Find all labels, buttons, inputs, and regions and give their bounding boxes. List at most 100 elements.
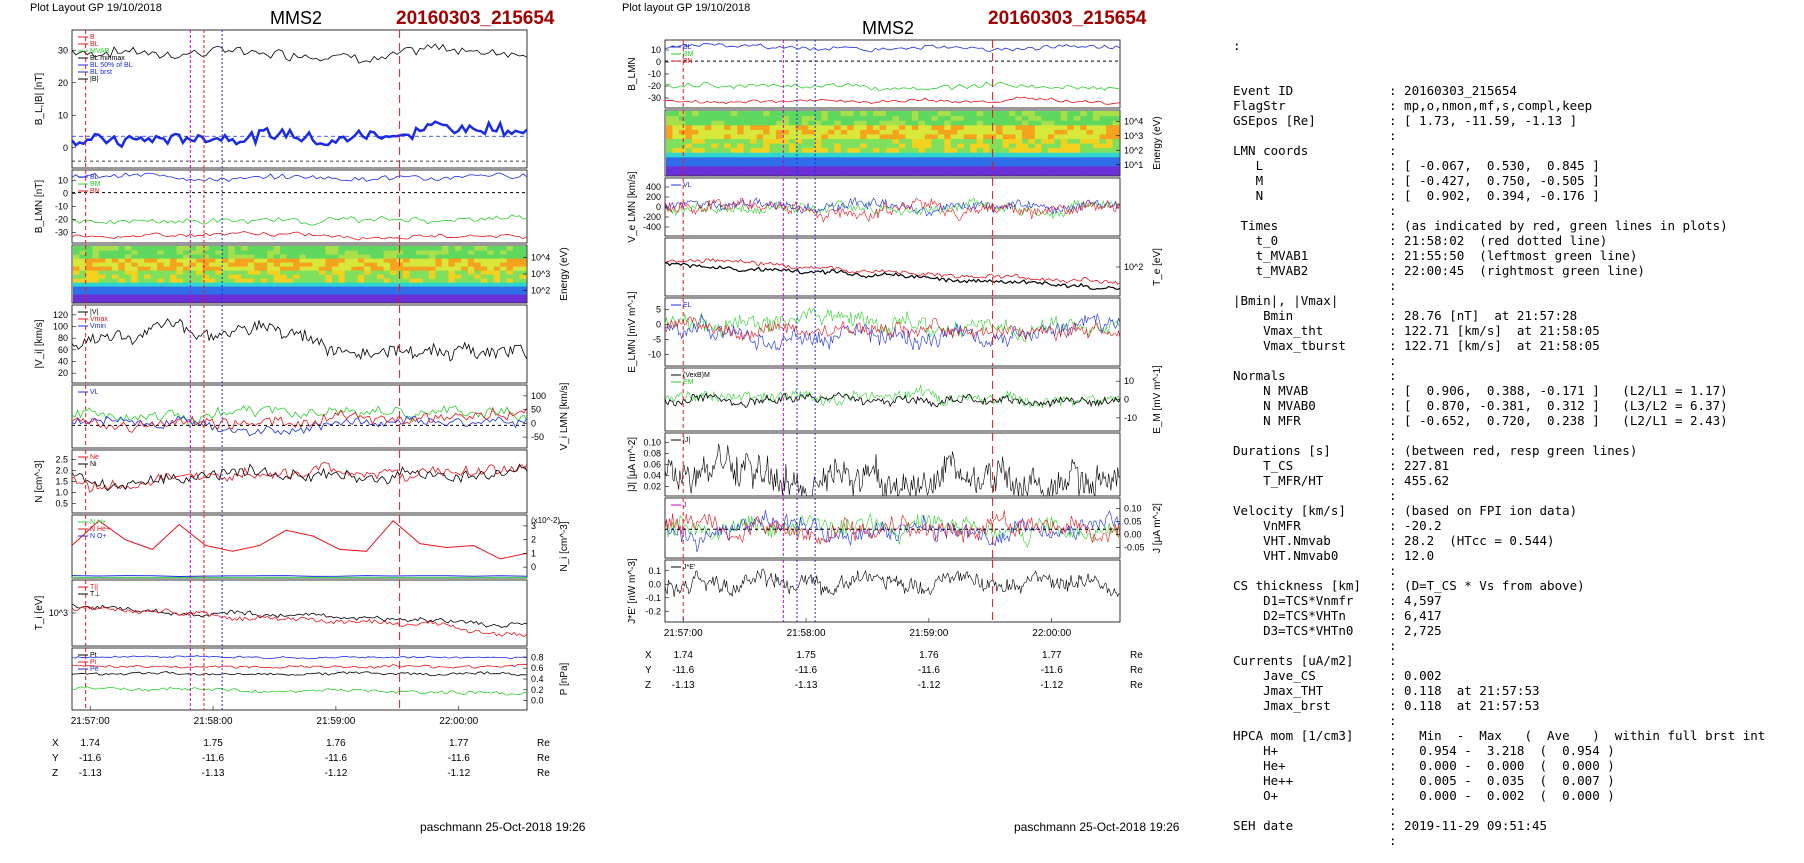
spectrogram-cell (879, 170, 887, 176)
info-key: Normals (1233, 368, 1286, 383)
spectrogram-cell (435, 250, 443, 255)
spectrogram-cell (892, 143, 900, 149)
spectrogram-cell (273, 262, 281, 267)
legend-label: J (683, 502, 687, 509)
spectrogram-cell (234, 246, 242, 251)
spectrogram-cell (685, 156, 693, 162)
spectrogram-cell (92, 266, 100, 271)
spectrogram-cell (454, 270, 462, 275)
spectrogram-cell (1015, 143, 1023, 149)
spectrogram-cell (513, 282, 521, 287)
spectrogram-cell (105, 294, 113, 299)
legend-label: VL (90, 389, 99, 396)
spectrogram-cell (1008, 161, 1017, 167)
info-value: : (between red, resp green lines) (1389, 443, 1638, 458)
spectrogram-cell (853, 143, 861, 149)
spectrogram-cell (247, 262, 255, 267)
spectrogram-cell (1112, 120, 1120, 126)
spectrogram-cell (847, 161, 855, 167)
spectrogram-cell (886, 165, 894, 172)
spectrogram-cell (698, 111, 706, 117)
spectrogram-cell (970, 111, 978, 117)
spectrogram-cell (1106, 161, 1114, 167)
spectrogram-cell (698, 152, 706, 158)
spectrogram-cell (860, 147, 868, 153)
spectrogram-cell (183, 254, 191, 259)
spectrogram-cell (144, 278, 152, 283)
spectrogram-cell (383, 290, 391, 295)
spectrogram-cell (344, 258, 352, 263)
spectrogram-cell (351, 266, 359, 271)
spectrogram-cell (131, 254, 139, 259)
spectrogram-cell (743, 120, 751, 126)
spectrogram-cell (221, 278, 229, 283)
spectrogram-cell (788, 165, 797, 172)
spectrogram-cell (92, 246, 100, 251)
spectrogram-cell (911, 143, 919, 149)
spectrogram-cell (918, 170, 926, 176)
spectrogram-cell (144, 262, 152, 267)
spectrogram-cell (1086, 115, 1094, 121)
spectrogram-cell (98, 286, 106, 291)
spectrogram-cell (506, 270, 514, 275)
spectrogram-cell (756, 129, 764, 135)
info-row: t_MVAB1: 21:55:50 (leftmost green line) (1233, 248, 1793, 263)
spectrogram-cell (293, 294, 301, 299)
spectrogram-cell (202, 274, 210, 279)
spectrogram-cell (357, 286, 365, 291)
spectrogram-cell (737, 170, 745, 176)
spectrogram-cell (892, 152, 900, 158)
x-tick-label: 21:58:00 (787, 628, 826, 639)
info-value: : 4,597 (1389, 593, 1442, 608)
spectrogram-cell (860, 133, 868, 140)
spectrogram-cell (454, 266, 462, 271)
spectrogram-cell (247, 298, 255, 303)
spectrogram-cell (428, 266, 436, 271)
spectrogram-cell (409, 282, 417, 287)
spectrogram-cell (698, 138, 706, 144)
spectrogram-cell (280, 270, 288, 275)
spectrogram-cell (840, 133, 848, 140)
spectrogram-cell (983, 133, 991, 140)
spectrogram-cell (241, 278, 249, 283)
spectrogram-cell (1060, 124, 1068, 130)
spectrogram-cell (131, 298, 139, 303)
spectrogram-cell (487, 254, 495, 259)
spectrogram-cell (756, 165, 764, 172)
spectrogram-cell (390, 294, 398, 299)
spectrogram-cell (976, 156, 984, 162)
spectrogram-cell (441, 250, 449, 255)
spectrogram-cell (98, 294, 106, 299)
y-tick-label: -10 (55, 202, 68, 212)
spectrogram-cell (847, 170, 855, 176)
spectrogram-cell (1008, 143, 1017, 149)
info-key: FlagStr (1233, 98, 1286, 113)
spectrogram-cell (338, 266, 346, 271)
y-tick-label: 100 (53, 322, 68, 332)
spectrogram-cell (299, 274, 307, 279)
spectrogram-cell (124, 274, 132, 279)
spectrogram-cell (691, 120, 699, 126)
spectrogram-cell (163, 270, 171, 275)
spectrogram-cell (234, 262, 242, 267)
spectrogram-cell (1060, 133, 1068, 140)
spectrogram-cell (1099, 156, 1107, 162)
spectrogram-cell (150, 270, 158, 275)
spectrogram-cell (983, 152, 991, 158)
info-value: : 0.005 - 0.035 ( 0.007 ) (1389, 773, 1615, 788)
spectrogram-cell (105, 250, 113, 255)
spectrogram-cell (1080, 133, 1088, 140)
spectrogram-cell (1060, 143, 1068, 149)
info-row: : (1233, 278, 1793, 293)
spectrogram-cell (403, 254, 411, 259)
spectrogram-cell (963, 165, 971, 172)
spectrogram-cell (267, 270, 275, 275)
spectrogram-cell (970, 170, 978, 176)
spectrogram-cell (111, 278, 119, 283)
spectrogram-cell (918, 156, 926, 162)
spectrogram-cell (189, 298, 197, 303)
spectrogram-cell (474, 290, 482, 295)
spectrogram-cell (983, 165, 991, 172)
spectrogram-cell (853, 124, 861, 130)
spectrogram-cell (435, 286, 443, 291)
